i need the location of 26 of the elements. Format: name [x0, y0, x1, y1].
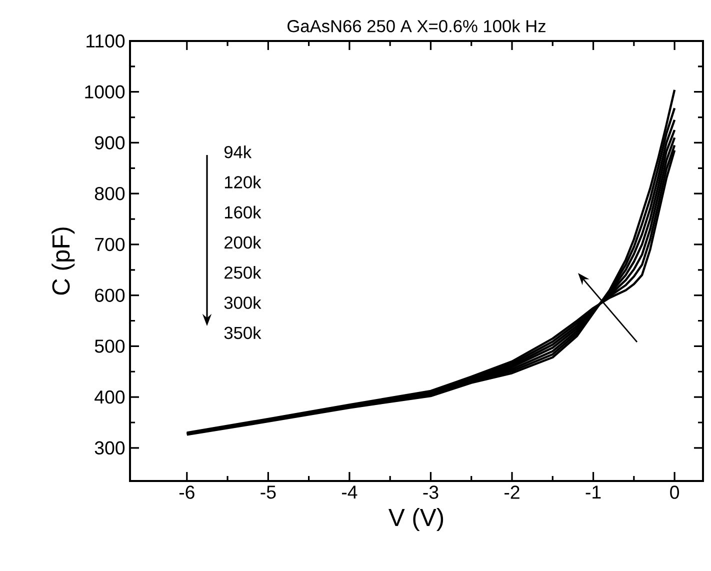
annotation: 94k [224, 146, 252, 158]
annotation: 250k [224, 266, 262, 279]
annotation: 160k [224, 206, 262, 219]
chart-title: GaAsN66 250 A X=0.6% 100k Hz [288, 20, 546, 32]
y-tick-label: 300 [94, 441, 125, 455]
y-tick-label: 600 [95, 288, 125, 302]
x-tick-label: -4 [342, 486, 358, 499]
x-tick-label: 0 [670, 486, 680, 499]
y-tick-label: 1100 [86, 34, 125, 48]
annotation: 300k [224, 296, 262, 309]
y-tick-label: 900 [95, 136, 125, 150]
y-tick-label: 700 [95, 238, 125, 252]
x-tick-label: -5 [260, 486, 276, 499]
x-tick-label: -6 [179, 486, 194, 499]
annotation: 200k [224, 236, 262, 249]
annotation: 120k [224, 176, 262, 188]
y-tick-label: 400 [94, 390, 125, 404]
x-tick-label: -1 [586, 486, 601, 499]
x-tick-label: -3 [423, 486, 438, 499]
x-tick-label: -2 [504, 486, 520, 499]
annotation: 350k [224, 326, 262, 340]
y-tick-label: 1000 [85, 85, 125, 98]
y-tick-label: 800 [94, 186, 125, 200]
y-axis-title: C (pF) [52, 228, 75, 295]
y-tick-label: 500 [94, 340, 125, 353]
x-axis-title: V (V) [388, 508, 444, 532]
